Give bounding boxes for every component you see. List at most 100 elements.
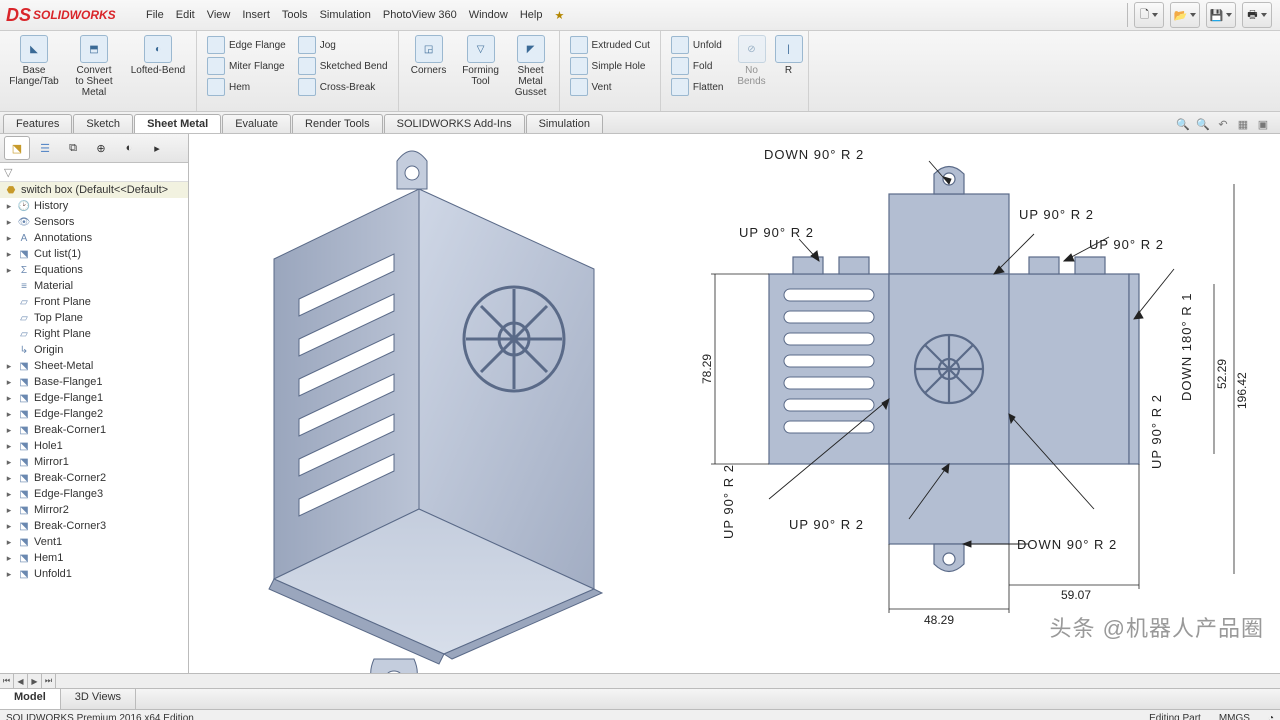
tree-caret[interactable]: ▸ xyxy=(4,249,14,260)
tab-sheet-metal[interactable]: Sheet Metal xyxy=(134,114,221,133)
tree-caret[interactable]: ▸ xyxy=(4,505,14,516)
graphics-viewport[interactable]: DOWN 90° R 2 UP 90° R 2 UP 90° R 2 UP 90… xyxy=(189,134,1280,673)
tree-item[interactable]: ▸⬔Cut list(1) xyxy=(0,246,188,262)
menu-help[interactable]: Help xyxy=(520,9,543,21)
tree-item[interactable]: ▱Top Plane xyxy=(0,310,188,326)
tree-item[interactable]: ▸⬔Edge-Flange2 xyxy=(0,406,188,422)
unfold-button[interactable]: Unfold xyxy=(669,35,726,55)
menu-tools[interactable]: Tools xyxy=(282,9,308,21)
zoom-area-icon[interactable]: 🔍 xyxy=(1194,115,1212,133)
tree-caret[interactable]: ▸ xyxy=(4,265,14,276)
gusset-button[interactable]: ◤Sheet Metal Gusset xyxy=(511,35,551,98)
tree-item[interactable]: ▱Front Plane xyxy=(0,294,188,310)
tree-caret[interactable]: ▸ xyxy=(4,553,14,564)
flatten-button[interactable]: Flatten xyxy=(669,77,726,97)
fold-button[interactable]: Fold xyxy=(669,56,726,76)
tree-caret[interactable]: ▸ xyxy=(4,377,14,388)
fm-filter-bar[interactable]: ▽ xyxy=(0,163,188,182)
menu-insert[interactable]: Insert xyxy=(242,9,270,21)
hem-button[interactable]: Hem xyxy=(205,77,288,97)
simple-hole-button[interactable]: Simple Hole xyxy=(568,56,652,76)
menu-view[interactable]: View xyxy=(207,9,231,21)
miter-flange-button[interactable]: Miter Flange xyxy=(205,56,288,76)
base-flange-button[interactable]: ◣Base Flange/Tab xyxy=(8,35,60,87)
tree-item[interactable]: ▸ΣEquations xyxy=(0,262,188,278)
tree-item[interactable]: ▱Right Plane xyxy=(0,326,188,342)
tree-item[interactable]: ▸🕑History xyxy=(0,198,188,214)
nav-first-icon[interactable]: ⏮ xyxy=(0,674,14,688)
jog-button[interactable]: Jog xyxy=(296,35,390,55)
fm-tab-tree[interactable]: ⬔ xyxy=(4,136,30,160)
tab-model[interactable]: Model xyxy=(0,689,61,709)
forming-tool-button[interactable]: ▽Forming Tool xyxy=(459,35,503,87)
tree-item[interactable]: ▸⬔Unfold1 xyxy=(0,566,188,582)
view-orient-icon[interactable]: ▣ xyxy=(1254,115,1272,133)
tree-item[interactable]: ▸⬔Break-Corner3 xyxy=(0,518,188,534)
tree-item[interactable]: ▸⬔Break-Corner2 xyxy=(0,470,188,486)
nav-prev-icon[interactable]: ◀ xyxy=(14,674,28,688)
tab-features[interactable]: Features xyxy=(3,114,72,133)
tree-item[interactable]: ▸⬔Sheet-Metal xyxy=(0,358,188,374)
edge-flange-button[interactable]: Edge Flange xyxy=(205,35,288,55)
new-document-button[interactable]: 🗋 xyxy=(1134,2,1164,28)
vent-button[interactable]: Vent xyxy=(568,77,652,97)
tab-3dviews[interactable]: 3D Views xyxy=(61,689,136,709)
tree-item[interactable]: ▸👁Sensors xyxy=(0,214,188,230)
fm-tab-config[interactable]: ⧉ xyxy=(60,136,86,160)
tree-caret[interactable]: ▸ xyxy=(4,473,14,484)
tree-scrollbar[interactable]: ⏮ ◀ ▶ ⏭ xyxy=(0,673,1280,688)
tree-item[interactable]: ▸⬔Break-Corner1 xyxy=(0,422,188,438)
tree-caret[interactable]: ▸ xyxy=(4,217,14,228)
fm-tab-more[interactable]: ▸ xyxy=(144,136,170,160)
extruded-cut-button[interactable]: Extruded Cut xyxy=(568,35,652,55)
tree-item[interactable]: ▸⬔Hem1 xyxy=(0,550,188,566)
menu-simulation[interactable]: Simulation xyxy=(320,9,371,21)
tree-caret[interactable]: ▸ xyxy=(4,201,14,212)
tree-item[interactable]: ≡Material xyxy=(0,278,188,294)
tab-render-tools[interactable]: Render Tools xyxy=(292,114,383,133)
tree-caret[interactable]: ▸ xyxy=(4,393,14,404)
open-button[interactable]: 📂 xyxy=(1170,2,1200,28)
rip-button[interactable]: |R xyxy=(778,35,800,76)
tree-item[interactable]: ↳Origin xyxy=(0,342,188,358)
save-button[interactable]: 💾 xyxy=(1206,2,1236,28)
status-custom-icon[interactable]: ◔ xyxy=(1268,713,1274,720)
tree-caret[interactable]: ▸ xyxy=(4,441,14,452)
fm-tab-dimxpert[interactable]: ⊕ xyxy=(88,136,114,160)
tree-caret[interactable]: ▸ xyxy=(4,233,14,244)
zoom-fit-icon[interactable]: 🔍 xyxy=(1174,115,1192,133)
tab-evaluate[interactable]: Evaluate xyxy=(222,114,291,133)
corners-button[interactable]: ◲Corners xyxy=(407,35,451,76)
prev-view-icon[interactable]: ↶ xyxy=(1214,115,1232,133)
tree-caret[interactable]: ▸ xyxy=(4,425,14,436)
tree-caret[interactable]: ▸ xyxy=(4,537,14,548)
fm-tab-display[interactable]: ◐ xyxy=(116,136,142,160)
tree-item[interactable]: ▸⬔Mirror1 xyxy=(0,454,188,470)
search-icon[interactable]: ★ xyxy=(554,9,564,22)
no-bends-button[interactable]: ⊘No Bends xyxy=(734,35,770,87)
cross-break-button[interactable]: Cross-Break xyxy=(296,77,390,97)
print-button[interactable]: 🖶 xyxy=(1242,2,1272,28)
tree-caret[interactable]: ▸ xyxy=(4,409,14,420)
nav-next-icon[interactable]: ▶ xyxy=(28,674,42,688)
convert-sheetmetal-button[interactable]: ⬒Convert to Sheet Metal xyxy=(68,35,120,98)
tree-root[interactable]: ⬣switch box (Default<<Default> xyxy=(0,182,188,198)
tree-item[interactable]: ▸⬔Base-Flange1 xyxy=(0,374,188,390)
tree-item[interactable]: ▸⬔Vent1 xyxy=(0,534,188,550)
menu-photoview[interactable]: PhotoView 360 xyxy=(383,9,457,21)
feature-tree[interactable]: ⬣switch box (Default<<Default> ▸🕑History… xyxy=(0,182,188,673)
sketched-bend-button[interactable]: Sketched Bend xyxy=(296,56,390,76)
tree-caret[interactable]: ▸ xyxy=(4,569,14,580)
tree-item[interactable]: ▸⬔Edge-Flange1 xyxy=(0,390,188,406)
tree-caret[interactable]: ▸ xyxy=(4,457,14,468)
fm-tab-property[interactable]: ☰ xyxy=(32,136,58,160)
tab-simulation[interactable]: Simulation xyxy=(526,114,603,133)
status-units[interactable]: MMGS xyxy=(1219,713,1250,720)
tree-item[interactable]: ▸⬔Mirror2 xyxy=(0,502,188,518)
tree-caret[interactable]: ▸ xyxy=(4,361,14,372)
section-view-icon[interactable]: ▦ xyxy=(1234,115,1252,133)
tree-item[interactable]: ▸AAnnotations xyxy=(0,230,188,246)
tree-item[interactable]: ▸⬔Edge-Flange3 xyxy=(0,486,188,502)
menu-window[interactable]: Window xyxy=(469,9,508,21)
nav-last-icon[interactable]: ⏭ xyxy=(42,674,56,688)
